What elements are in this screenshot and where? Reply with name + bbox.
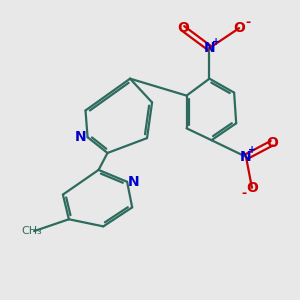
Text: +: +: [212, 37, 220, 46]
Text: -: -: [241, 187, 246, 200]
Text: CH₃: CH₃: [21, 226, 42, 236]
Text: +: +: [248, 145, 256, 155]
Text: N: N: [204, 41, 215, 55]
Text: O: O: [177, 21, 189, 35]
Text: N: N: [128, 175, 140, 189]
Text: O: O: [233, 21, 245, 35]
Text: N: N: [75, 130, 87, 144]
Text: O: O: [266, 136, 278, 150]
Text: -: -: [245, 16, 250, 29]
Text: O: O: [246, 181, 258, 195]
Text: N: N: [240, 150, 252, 164]
